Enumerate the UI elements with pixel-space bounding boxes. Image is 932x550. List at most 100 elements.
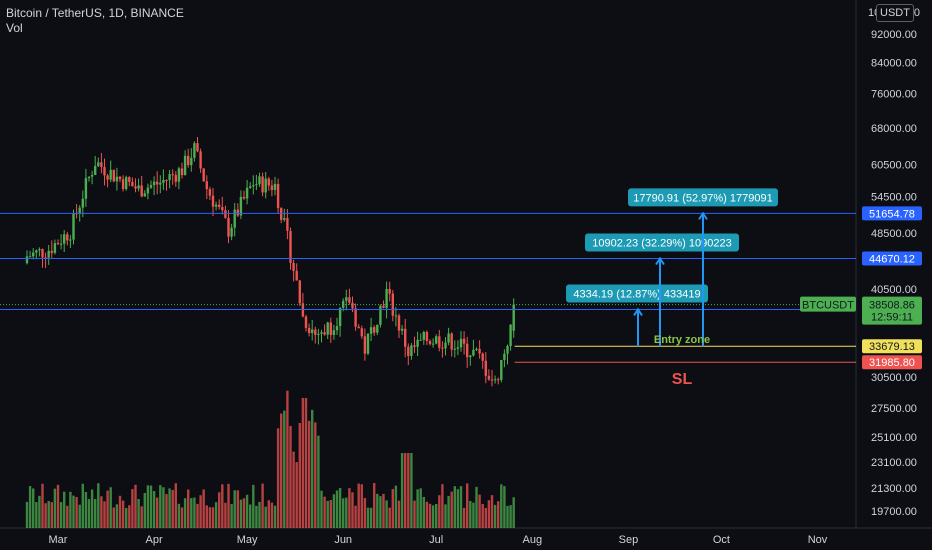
candle-body (276, 183, 280, 209)
volume-bar (323, 496, 326, 528)
candle-body (47, 250, 50, 258)
volume-bar (245, 494, 249, 528)
candle-body (509, 324, 512, 347)
volume-bar (280, 413, 283, 528)
currency-button[interactable]: USDT (876, 4, 914, 22)
volume-bar (137, 499, 140, 528)
volume-bar (267, 500, 270, 528)
candle-body (134, 186, 137, 189)
candle-body (224, 210, 227, 218)
volume-bar (456, 489, 460, 528)
volume-bar (462, 507, 466, 528)
candle-body (252, 185, 255, 187)
candle-body (425, 331, 429, 342)
volume-bar (227, 483, 230, 528)
volume-bar (205, 505, 208, 528)
volume-bar (66, 505, 69, 528)
candle-body (183, 155, 187, 176)
volume-bar (466, 483, 469, 528)
volume-bar (53, 488, 57, 528)
volume-bar (211, 507, 215, 528)
volume-bar (149, 485, 153, 528)
measure-arrowhead (698, 211, 708, 220)
candle-body (233, 209, 236, 228)
candle-body (487, 375, 491, 380)
volume-bar (459, 486, 463, 528)
price-level-tag (862, 355, 922, 370)
volume-bar (221, 484, 224, 528)
x-tick-label: Aug (523, 534, 543, 546)
volume-bar (354, 505, 357, 528)
candle-body (211, 195, 215, 207)
volume-bar (332, 494, 336, 528)
candle-body (202, 168, 205, 182)
volume-bar (59, 502, 63, 528)
volume-bar (131, 489, 134, 528)
volume-bar (301, 398, 305, 528)
symbol-label: BTCUSDT (802, 300, 854, 312)
measure-text: 10902.23 (32.29%) 1090223 (592, 237, 731, 249)
volume-bar (242, 498, 246, 528)
candle-body (435, 336, 438, 344)
volume-bar (342, 498, 345, 528)
volume-bar (78, 504, 81, 528)
volume-bar (338, 488, 342, 528)
chart-title: Bitcoin / TetherUS, 1D, BINANCE (6, 6, 184, 20)
volume-bar (295, 462, 298, 528)
volume-bar (407, 453, 410, 528)
volume-bar (391, 489, 394, 528)
volume-bar (484, 507, 487, 528)
measure-box (566, 284, 708, 303)
volume-bar (453, 486, 456, 528)
volume-bar (50, 502, 53, 528)
y-tick-label: 68000.00 (871, 123, 917, 135)
volume-bar (335, 490, 339, 528)
candle-body (106, 175, 109, 180)
y-tick-label: 23100.00 (871, 457, 917, 469)
measure-box (628, 188, 778, 207)
candle-body (41, 249, 44, 258)
candle-body (422, 331, 425, 340)
stop-loss-label: SL (672, 371, 693, 388)
candle-body (103, 166, 106, 176)
chart-header: Bitcoin / TetherUS, 1D, BINANCE Vol (6, 6, 184, 36)
candle-body (146, 187, 150, 194)
candle-body (156, 181, 159, 185)
volume-bar (382, 493, 385, 528)
volume-bar (261, 483, 264, 528)
current-price-tag (862, 296, 922, 325)
volume-bar (394, 485, 398, 528)
volume-bar (75, 497, 78, 528)
volume-bar (373, 483, 376, 528)
volume-bar (422, 496, 425, 528)
price-level-value: 51654.78 (869, 208, 915, 220)
volume-bar (404, 453, 407, 528)
candle-body (400, 328, 404, 331)
candle-body (218, 204, 221, 208)
volume-bar (81, 483, 84, 528)
candle-body (503, 353, 506, 361)
volume-bar (230, 504, 233, 528)
y-tick-label: 54500.00 (871, 192, 917, 204)
volume-bar (236, 490, 239, 528)
price-level-tag (862, 251, 922, 266)
measure-text: 4334.19 (12.87%) 433419 (573, 288, 700, 300)
volume-bar (90, 489, 94, 528)
candle-body (100, 162, 103, 167)
candle-body (205, 181, 208, 190)
volume-bar (152, 491, 156, 528)
volume-bar (357, 483, 360, 528)
countdown-value: 12:59:11 (871, 312, 913, 324)
candle-body (450, 333, 453, 350)
candle-body (500, 360, 503, 380)
y-tick-label: 25100.00 (871, 432, 917, 444)
volume-bar (435, 503, 438, 528)
volume-bar (218, 492, 221, 528)
measure-arrowhead (633, 307, 643, 317)
candle-body (404, 328, 407, 347)
volume-bar (255, 505, 258, 528)
price-level-value: 31985.80 (869, 357, 915, 369)
volume-bar (41, 483, 44, 528)
